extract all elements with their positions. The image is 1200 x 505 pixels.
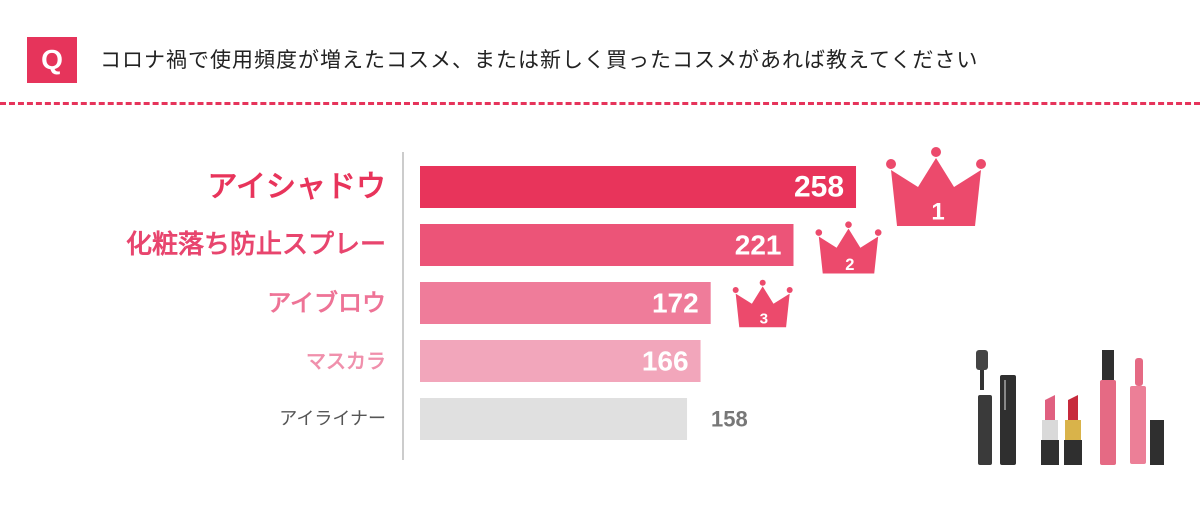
crown-icon: [891, 158, 982, 226]
cosmetics-illustration: [976, 350, 1164, 465]
crown-dot: [931, 147, 942, 157]
crown-dot: [976, 159, 987, 169]
category-label: アイブロウ: [267, 289, 386, 317]
crown-dot: [732, 287, 739, 293]
value-label: 258: [794, 171, 844, 204]
bar: [420, 398, 688, 440]
crown-dot: [845, 221, 852, 228]
bar: [420, 224, 794, 266]
lip-gloss-icon: [1100, 350, 1164, 465]
value-label: 158: [711, 407, 748, 432]
category-label: アイシャドウ: [208, 170, 387, 205]
rank-number: 3: [760, 310, 768, 327]
crown-icon: [735, 286, 790, 328]
crown-dot: [874, 229, 882, 236]
value-label: 166: [642, 346, 689, 377]
value-label: 221: [735, 230, 782, 261]
bar: [420, 282, 711, 324]
value-label: 172: [652, 288, 699, 319]
crown-dot: [786, 287, 793, 293]
bar: [420, 166, 857, 208]
dashed-divider: [0, 102, 1200, 105]
lipstick-icon: [1041, 395, 1082, 465]
crown-dot: [886, 159, 897, 169]
crown-dot: [759, 279, 766, 286]
category-label: マスカラ: [306, 349, 386, 373]
category-label: アイライナー: [279, 409, 386, 430]
rank-number: 1: [931, 199, 944, 226]
category-label: 化粧落ち防止スプレー: [126, 229, 386, 260]
crown-dot: [815, 229, 823, 236]
mascara-icon: [976, 350, 1016, 465]
rank-number: 2: [845, 255, 854, 274]
bar: [420, 340, 701, 382]
question-badge: Q: [27, 37, 77, 83]
question-text: コロナ禍で使用頻度が増えたコスメ、または新しく買ったコスメがあれば教えてください: [100, 48, 979, 72]
crown-icon: [818, 228, 879, 274]
